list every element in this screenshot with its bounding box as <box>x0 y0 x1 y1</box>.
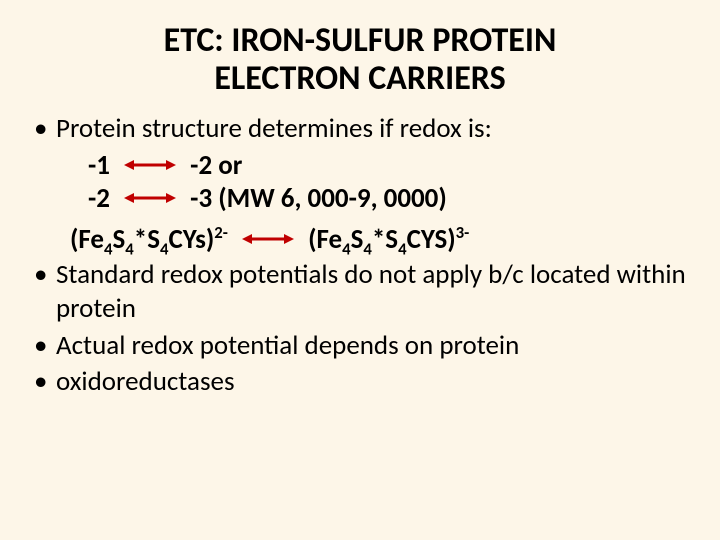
formula-right-charge: 3- <box>456 223 470 243</box>
bullet-3-text: Actual redox potential depends on protei… <box>56 329 519 362</box>
title-line-1: ETC: IRON-SULFUR PROTEIN <box>164 20 557 61</box>
formula-left-s-idx: 4 <box>125 239 133 259</box>
formula-right-s2: *S <box>372 223 398 256</box>
redox-2-right: -3 (MW 6, 000-9, 0000) <box>190 182 447 215</box>
formula-left-fe: (Fe <box>70 223 104 256</box>
formula-left-fe-idx: 4 <box>104 239 112 259</box>
double-arrow-icon <box>124 158 176 172</box>
title-line-2: ELECTRON CARRIERS <box>214 58 505 99</box>
formula-left-s2: *S <box>134 223 160 256</box>
redox-1-right: -2 or <box>190 149 242 182</box>
formula-left-s: S <box>113 223 126 256</box>
formula-right-s-idx: 4 <box>363 239 371 259</box>
bullet-list-2: Standard redox potentials do not apply b… <box>30 258 690 400</box>
formula-left-charge: 2- <box>214 223 228 243</box>
redox-2-left: -2 <box>88 182 110 215</box>
redox-1-left: -1 <box>88 149 110 182</box>
formula-right-cys: CYS) <box>407 223 456 256</box>
bullet-2: Standard redox potentials do not apply b… <box>30 258 690 327</box>
bullet-2-text: Standard redox potentials do not apply b… <box>56 258 686 326</box>
formula-right-fe: (Fe <box>308 223 342 256</box>
slide: ETC: IRON-SULFUR PROTEIN ELECTRON CARRIE… <box>0 0 720 540</box>
bullet-list: Protein structure determines if redox is… <box>30 112 690 147</box>
double-arrow-icon <box>242 232 294 246</box>
slide-title: ETC: IRON-SULFUR PROTEIN ELECTRON CARRIE… <box>30 22 690 98</box>
formula-right-s2-idx: 4 <box>398 239 406 259</box>
bullet-1-text: Protein structure determines if redox is… <box>56 112 492 145</box>
redox-row-2: -2 -3 (MW 6, 000-9, 0000) <box>88 182 690 215</box>
formula-right-s: S <box>351 223 364 256</box>
bullet-1: Protein structure determines if redox is… <box>30 112 690 147</box>
redox-row-1: -1 -2 or <box>88 149 690 182</box>
bullet-4-text: oxidoreductases <box>56 365 235 398</box>
formula-right-fe-idx: 4 <box>342 239 350 259</box>
formula-left-cys: CYs) <box>168 223 214 256</box>
bullet-3: Actual redox potential depends on protei… <box>30 329 690 364</box>
bullet-4: oxidoreductases <box>30 365 690 400</box>
double-arrow-icon <box>124 191 176 205</box>
formula-line: (Fe4S4*S4CYs)2- (Fe4S4*S4CYS)3- <box>70 223 690 256</box>
